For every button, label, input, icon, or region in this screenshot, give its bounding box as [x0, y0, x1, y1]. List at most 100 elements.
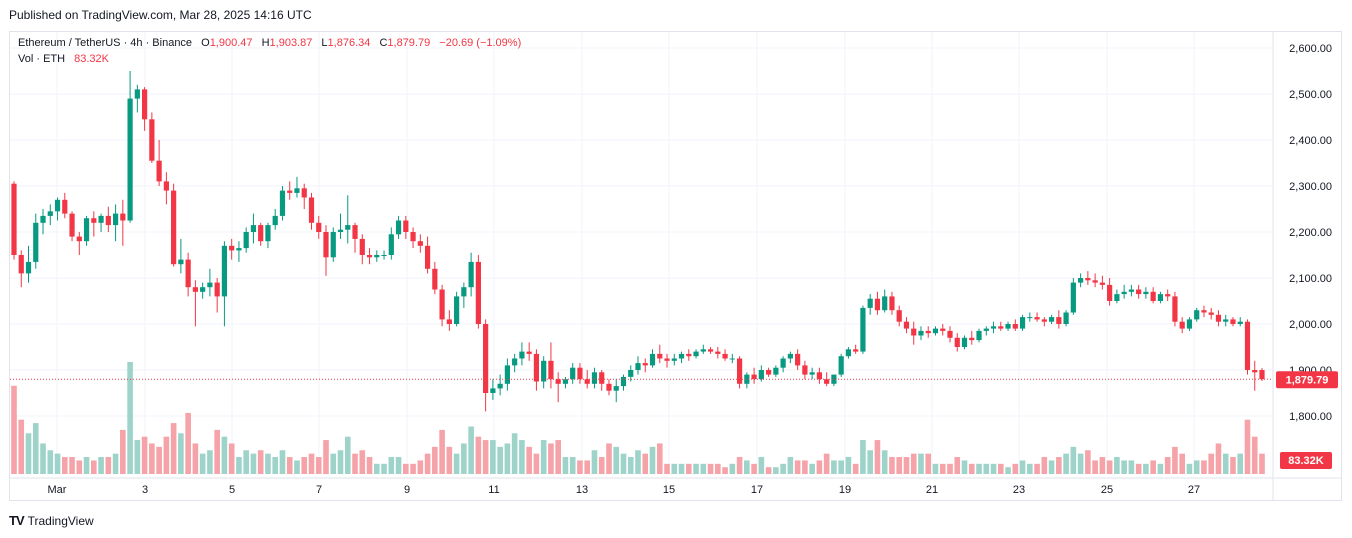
- candle-body[interactable]: [54, 199, 61, 212]
- candle-body[interactable]: [1027, 317, 1033, 319]
- candle-body[interactable]: [301, 188, 307, 198]
- candle-body[interactable]: [657, 353, 663, 359]
- candle-body[interactable]: [134, 89, 140, 99]
- candle-body[interactable]: [642, 363, 648, 366]
- candle-body[interactable]: [1259, 370, 1265, 380]
- candle-body[interactable]: [258, 225, 264, 242]
- candle-body[interactable]: [838, 356, 844, 375]
- candle-body[interactable]: [381, 255, 387, 256]
- candle-body[interactable]: [1143, 291, 1149, 295]
- candle-body[interactable]: [584, 379, 590, 384]
- candle-body[interactable]: [1201, 310, 1207, 313]
- candle-body[interactable]: [483, 324, 489, 393]
- candle-body[interactable]: [1179, 321, 1185, 329]
- candle-body[interactable]: [961, 337, 968, 347]
- candle-body[interactable]: [490, 388, 496, 393]
- candle-body[interactable]: [990, 326, 997, 329]
- candle-body[interactable]: [1019, 317, 1026, 329]
- candle-body[interactable]: [555, 379, 561, 384]
- candle-body[interactable]: [932, 328, 939, 334]
- candle-body[interactable]: [1128, 289, 1134, 292]
- candle-body[interactable]: [83, 218, 90, 242]
- candle-body[interactable]: [802, 365, 808, 375]
- candle-body[interactable]: [330, 232, 336, 258]
- candle-body[interactable]: [1107, 284, 1113, 301]
- candle-body[interactable]: [120, 213, 126, 221]
- candle-body[interactable]: [337, 229, 344, 232]
- candle-body[interactable]: [243, 232, 249, 249]
- candle-body[interactable]: [969, 337, 975, 341]
- symbol-label[interactable]: Ethereum / TetherUS · 4h · Binance: [18, 37, 193, 49]
- candle-body[interactable]: [410, 232, 416, 242]
- candle-body[interactable]: [47, 211, 53, 216]
- candle-body[interactable]: [678, 353, 685, 359]
- candle-body[interactable]: [112, 213, 119, 226]
- candle-body[interactable]: [439, 289, 445, 320]
- candle-body[interactable]: [40, 215, 46, 223]
- candle-body[interactable]: [1085, 278, 1091, 281]
- candle-body[interactable]: [729, 358, 735, 360]
- candle-body[interactable]: [25, 261, 32, 274]
- candle-body[interactable]: [548, 360, 554, 380]
- candle-body[interactable]: [954, 337, 960, 347]
- candle-body[interactable]: [163, 181, 169, 191]
- candle-body[interactable]: [628, 370, 634, 377]
- candle-body[interactable]: [221, 245, 228, 297]
- candle-body[interactable]: [853, 349, 859, 352]
- candle-body[interactable]: [352, 225, 358, 239]
- candle-body[interactable]: [744, 374, 750, 384]
- candle-body[interactable]: [62, 199, 68, 214]
- candle-body[interactable]: [976, 330, 982, 341]
- footer-brand[interactable]: TV TradingView: [9, 513, 94, 528]
- candle-body[interactable]: [1078, 278, 1084, 283]
- candle-body[interactable]: [591, 372, 598, 384]
- candle-body[interactable]: [1252, 370, 1258, 373]
- candle-body[interactable]: [236, 248, 242, 251]
- candle-body[interactable]: [831, 374, 837, 384]
- candle-body[interactable]: [671, 358, 677, 361]
- candle-body[interactable]: [620, 376, 627, 387]
- candle-body[interactable]: [69, 213, 75, 237]
- candle-body[interactable]: [860, 307, 866, 352]
- candle-body[interactable]: [562, 379, 569, 384]
- candle-body[interactable]: [214, 282, 220, 297]
- candle-body[interactable]: [11, 183, 17, 255]
- candle-body[interactable]: [1114, 294, 1120, 301]
- candle-body[interactable]: [316, 222, 322, 232]
- candle-body[interactable]: [896, 310, 902, 322]
- candle-body[interactable]: [722, 353, 728, 359]
- candle-body[interactable]: [686, 353, 692, 357]
- candle-body[interactable]: [374, 255, 380, 258]
- candle-body[interactable]: [1056, 317, 1062, 324]
- candle-body[interactable]: [700, 349, 706, 352]
- candle-body[interactable]: [279, 190, 286, 216]
- candle-body[interactable]: [606, 383, 612, 391]
- candle-body[interactable]: [250, 225, 257, 232]
- candle-body[interactable]: [1244, 321, 1251, 370]
- candle-body[interactable]: [424, 245, 431, 269]
- candle-body[interactable]: [1070, 282, 1076, 313]
- candle-body[interactable]: [1157, 294, 1164, 301]
- candle-body[interactable]: [76, 236, 82, 242]
- candle-body[interactable]: [998, 326, 1004, 329]
- candle-body[interactable]: [512, 358, 518, 366]
- candle-body[interactable]: [1194, 310, 1200, 320]
- candle-body[interactable]: [1041, 319, 1047, 322]
- candle-body[interactable]: [272, 215, 278, 226]
- candle-body[interactable]: [497, 383, 503, 389]
- candle-body[interactable]: [1150, 291, 1156, 301]
- candle-body[interactable]: [1063, 312, 1069, 325]
- candle-body[interactable]: [1121, 291, 1127, 295]
- candle-body[interactable]: [845, 349, 852, 357]
- candle-body[interactable]: [18, 255, 24, 274]
- candle-body[interactable]: [504, 365, 510, 384]
- candle-body[interactable]: [925, 330, 931, 334]
- candle-body[interactable]: [947, 330, 953, 338]
- candle-body[interactable]: [98, 215, 104, 223]
- candle-body[interactable]: [461, 287, 467, 297]
- candle-body[interactable]: [1172, 296, 1178, 322]
- candle-body[interactable]: [1208, 312, 1214, 315]
- candle-body[interactable]: [33, 222, 39, 262]
- candle-body[interactable]: [1092, 280, 1098, 283]
